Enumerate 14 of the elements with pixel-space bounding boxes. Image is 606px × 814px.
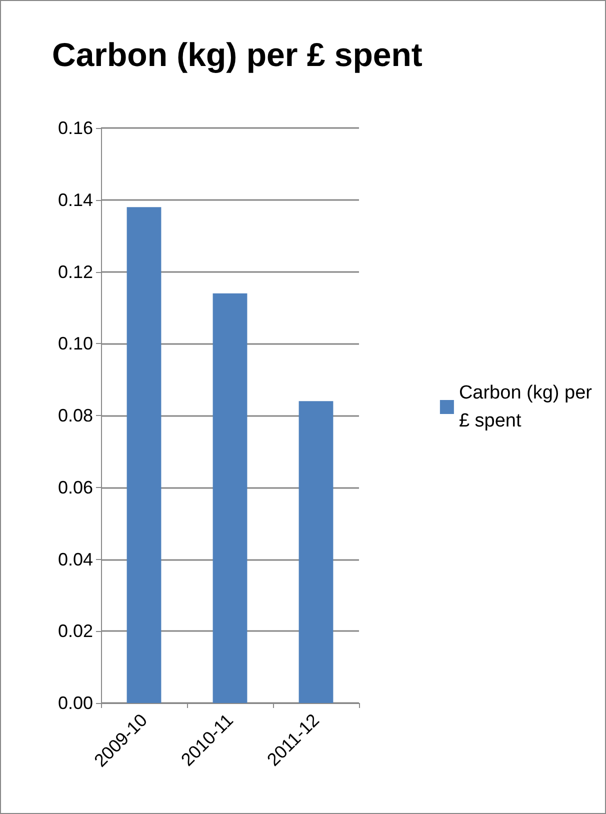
bar xyxy=(298,401,334,703)
y-tick-label: 0.02 xyxy=(58,621,93,642)
y-tick-label: 0.00 xyxy=(58,693,93,713)
y-tick-label: 0.06 xyxy=(58,477,93,498)
bar xyxy=(126,207,162,703)
legend-label: Carbon (kg) per £ spent xyxy=(458,382,593,432)
y-tick-label: 0.08 xyxy=(58,406,93,426)
y-tick-label: 0.14 xyxy=(58,190,93,210)
y-tick-label: 0.10 xyxy=(58,334,93,354)
y-tick-label: 0.12 xyxy=(58,262,93,282)
y-tick-label: 0.04 xyxy=(58,549,93,570)
y-tick-label: 0.16 xyxy=(58,118,93,138)
chart-title: Carbon (kg) per £ spent xyxy=(52,36,422,73)
bar xyxy=(212,293,248,703)
